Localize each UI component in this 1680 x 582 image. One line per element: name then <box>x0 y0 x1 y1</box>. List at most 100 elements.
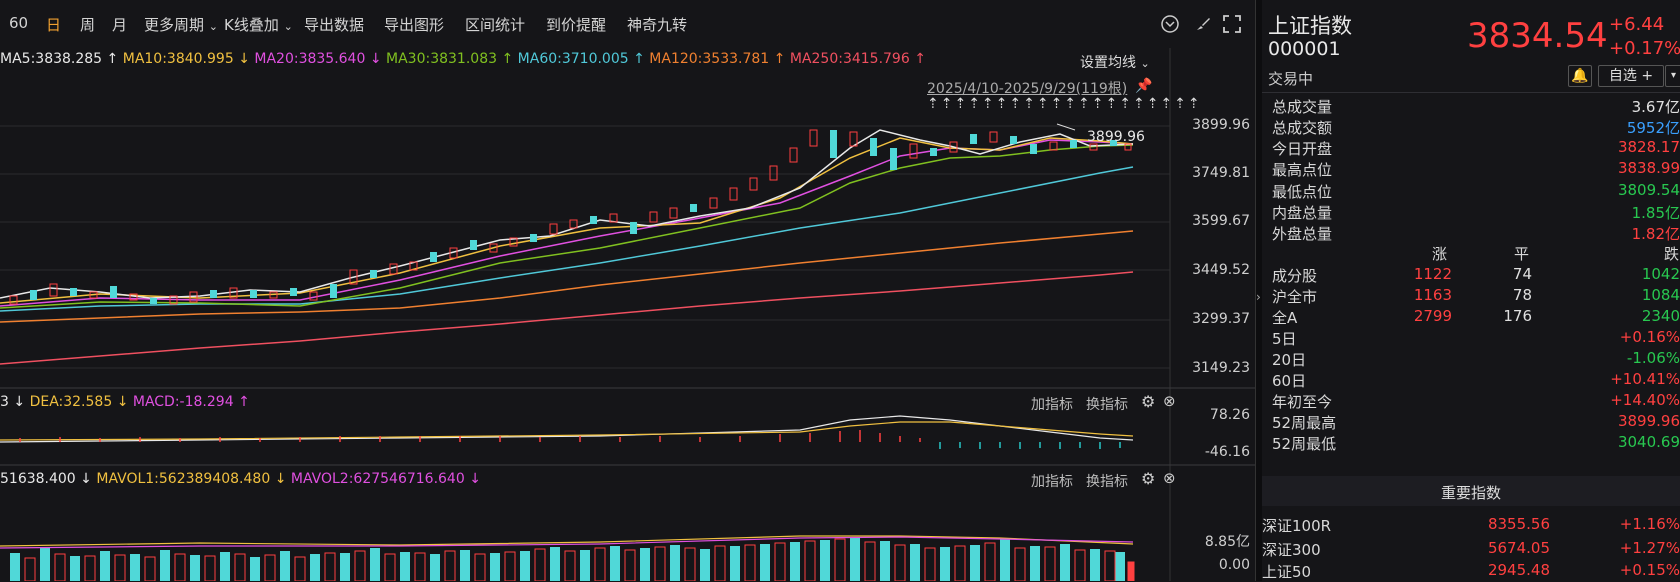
period-label: 年初至今 <box>1272 393 1333 411</box>
breadth-flat: 78 <box>1512 286 1532 304</box>
breadth-down: 2340 <box>1641 307 1680 325</box>
chevron-down-icon: ⌄ <box>283 20 293 33</box>
macd-dea-value: DEA:32.585 <box>29 394 113 410</box>
stat-value: 3828.17 <box>1617 138 1680 156</box>
volume-tick: 0.00 <box>1218 557 1250 573</box>
kline-overlay-label: K线叠加 <box>224 16 279 34</box>
stat-value: 3.67亿 <box>1631 98 1680 116</box>
period-value: +0.16% <box>1619 328 1680 346</box>
gear-icon[interactable]: ⚙ <box>1141 469 1156 488</box>
more-periods-dropdown[interactable]: 更多周期 ⌄ <box>144 14 218 35</box>
price-tick: 3599.67 <box>1192 213 1250 229</box>
breadth-header-up: 涨 <box>1432 245 1448 263</box>
period-label: 52周最高 <box>1272 414 1337 432</box>
period-value: 3899.96 <box>1617 412 1680 430</box>
breadth-up: 1163 <box>1413 286 1452 304</box>
ma120-value: MA120:3533.781 <box>649 51 770 67</box>
breadth-header-down: 跌 <box>1664 245 1680 263</box>
ma10-value: MA10:3840.995 <box>122 51 234 67</box>
ma-settings-label: 设置均线 <box>1080 55 1136 71</box>
stat-value: 3809.54 <box>1617 181 1680 199</box>
candles <box>9 129 1132 305</box>
breadth-up: 2799 <box>1413 307 1452 325</box>
gear-icon[interactable]: ⚙ <box>1141 392 1156 411</box>
ma-legend: MA5:3838.285 ↑ MA10:3840.995 ↓ MA20:3835… <box>0 51 926 67</box>
indices-title: 重要指数 <box>1440 484 1501 502</box>
macd-value: MACD:-18.294 <box>132 394 234 410</box>
index-price-cell: 5674.05 <box>1487 539 1550 557</box>
bell-icon[interactable]: 🔔 <box>1568 65 1592 87</box>
close-icon[interactable]: ⊗ <box>1163 469 1176 487</box>
volume-tick: 8.85亿 <box>1204 534 1250 550</box>
index-name: 上证指数 <box>1268 14 1352 38</box>
peak-label: 3899.96 <box>1087 129 1145 145</box>
export-data-button[interactable]: 导出数据 <box>304 16 365 34</box>
stat-value: 3838.99 <box>1617 159 1680 177</box>
current-price: 3834.54 <box>1467 16 1608 56</box>
index-code: 000001 <box>1268 38 1341 60</box>
index-price-cell: 2945.48 <box>1487 561 1550 579</box>
export-image-button[interactable]: 导出图形 <box>384 16 445 34</box>
pin-icon[interactable]: 📌 <box>1135 78 1153 94</box>
brush-icon[interactable] <box>1193 14 1213 34</box>
price-tick: 3899.96 <box>1192 117 1250 133</box>
dropdown-circle-icon[interactable] <box>1160 14 1180 34</box>
index-pct-cell: +0.15% <box>1619 561 1680 579</box>
stat-label: 总成交量 <box>1272 98 1333 116</box>
breadth-down: 1042 <box>1641 265 1680 283</box>
swap-indicator-button[interactable]: 换指标 <box>1086 397 1128 413</box>
index-pct-cell: +1.27% <box>1619 539 1680 557</box>
period-week[interactable]: 周 <box>80 16 96 34</box>
stat-label: 今日开盘 <box>1272 140 1333 158</box>
period-month[interactable]: 月 <box>112 16 128 34</box>
range-stats-button[interactable]: 区间统计 <box>465 16 526 34</box>
stat-value: 1.82亿 <box>1631 225 1680 243</box>
macd-tick: 78.26 <box>1209 407 1250 423</box>
price-alert-button[interactable]: 到价提醒 <box>546 16 607 34</box>
period-label: 52周最低 <box>1272 435 1337 453</box>
index-price-cell: 8355.56 <box>1487 515 1550 533</box>
breadth-label: 沪全市 <box>1272 288 1318 306</box>
period-value: +14.40% <box>1610 391 1680 409</box>
ma250-value: MA250:3415.796 <box>789 51 910 67</box>
indices-header: 重要指数 <box>1262 476 1680 506</box>
period-label: 60日 <box>1272 372 1307 390</box>
ma20-value: MA20:3835.640 <box>254 51 366 67</box>
period-label: 20日 <box>1272 351 1307 369</box>
ma60-line <box>0 166 1134 312</box>
period-day[interactable]: 日 <box>46 16 62 34</box>
index-name-cell: 深证300 <box>1262 541 1321 559</box>
ma60-value: MA60:3710.005 <box>517 51 629 67</box>
stat-label: 最低点位 <box>1272 183 1333 201</box>
add-watchlist-button[interactable]: 自选 + <box>1598 65 1664 87</box>
add-indicator-button[interactable]: 加指标 <box>1031 397 1073 413</box>
breadth-down: 1084 <box>1641 286 1680 304</box>
ma5-value: MA5:3838.285 <box>0 51 103 67</box>
volume-legend: 51638.400 ↓ MAVOL1:562389408.480 ↓ MAVOL… <box>0 471 481 487</box>
kline-overlay-dropdown[interactable]: K线叠加 ⌄ <box>224 14 293 35</box>
period-60min[interactable]: 60 <box>9 14 29 32</box>
panel-splitter[interactable]: › <box>1255 0 1263 581</box>
close-icon[interactable]: ⊗ <box>1163 392 1176 410</box>
ma-settings-button[interactable]: 设置均线 ⌄ <box>1080 52 1150 72</box>
stat-value: 5952亿 <box>1626 119 1680 137</box>
watchlist-dropdown-icon[interactable]: ▾ <box>1665 65 1680 87</box>
chevron-down-icon: ⌄ <box>208 20 219 33</box>
breadth-label: 全A <box>1272 309 1298 327</box>
ma250-line <box>0 271 1134 365</box>
period-label: 5日 <box>1272 330 1297 348</box>
stat-label: 总成交额 <box>1272 119 1333 137</box>
stat-value: 1.85亿 <box>1631 204 1680 222</box>
svg-text:⇡⇡⇡⇡⇡⇡⇡⇡⇡⇡⇡⇡⇡⇡⇡⇡⇡⇡⇡⇡: ⇡⇡⇡⇡⇡⇡⇡⇡⇡⇡⇡⇡⇡⇡⇡⇡⇡⇡⇡⇡ <box>927 96 1202 112</box>
period-value: +10.41% <box>1610 370 1680 388</box>
add-indicator-button[interactable]: 加指标 <box>1031 474 1073 490</box>
stat-label: 外盘总量 <box>1272 225 1333 243</box>
mavol2-value: MAVOL2:627546716.640 <box>290 471 465 487</box>
fullscreen-icon[interactable] <box>1222 14 1242 34</box>
swap-indicator-button[interactable]: 换指标 <box>1086 474 1128 490</box>
macd-tick: -46.16 <box>1204 444 1250 460</box>
range-label: 2025/4/10-2025/9/29(119根) <box>927 81 1128 97</box>
price-change-pct: +0.17% <box>1609 38 1680 59</box>
kline-chart[interactable]: MA5:3838.285 ↑ MA10:3840.995 ↓ MA20:3835… <box>0 48 1255 581</box>
magic-nine-button[interactable]: 神奇九转 <box>627 16 688 34</box>
